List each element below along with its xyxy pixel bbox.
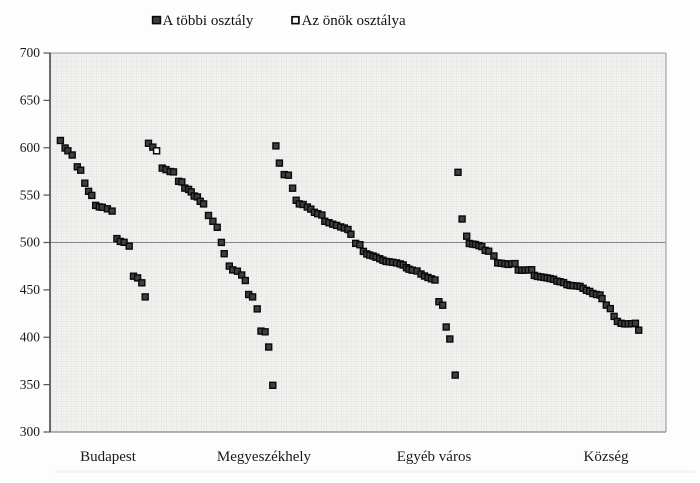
svg-text:400: 400	[20, 329, 41, 344]
svg-text:350: 350	[20, 377, 41, 392]
svg-text:Megyeszékhely: Megyeszékhely	[217, 449, 312, 465]
svg-text:600: 600	[20, 140, 41, 155]
svg-text:Budapest: Budapest	[80, 449, 137, 465]
svg-text:A többi osztály: A többi osztály	[163, 13, 254, 29]
svg-text:650: 650	[20, 93, 41, 108]
svg-text:Község: Község	[584, 449, 629, 465]
svg-text:550: 550	[20, 187, 41, 202]
svg-text:Egyéb város: Egyéb város	[397, 449, 472, 465]
svg-text:500: 500	[20, 235, 41, 250]
svg-text:Az önök osztálya: Az önök osztálya	[302, 13, 406, 29]
svg-text:450: 450	[20, 282, 41, 297]
svg-text:700: 700	[20, 45, 41, 60]
svg-text:300: 300	[20, 424, 41, 439]
